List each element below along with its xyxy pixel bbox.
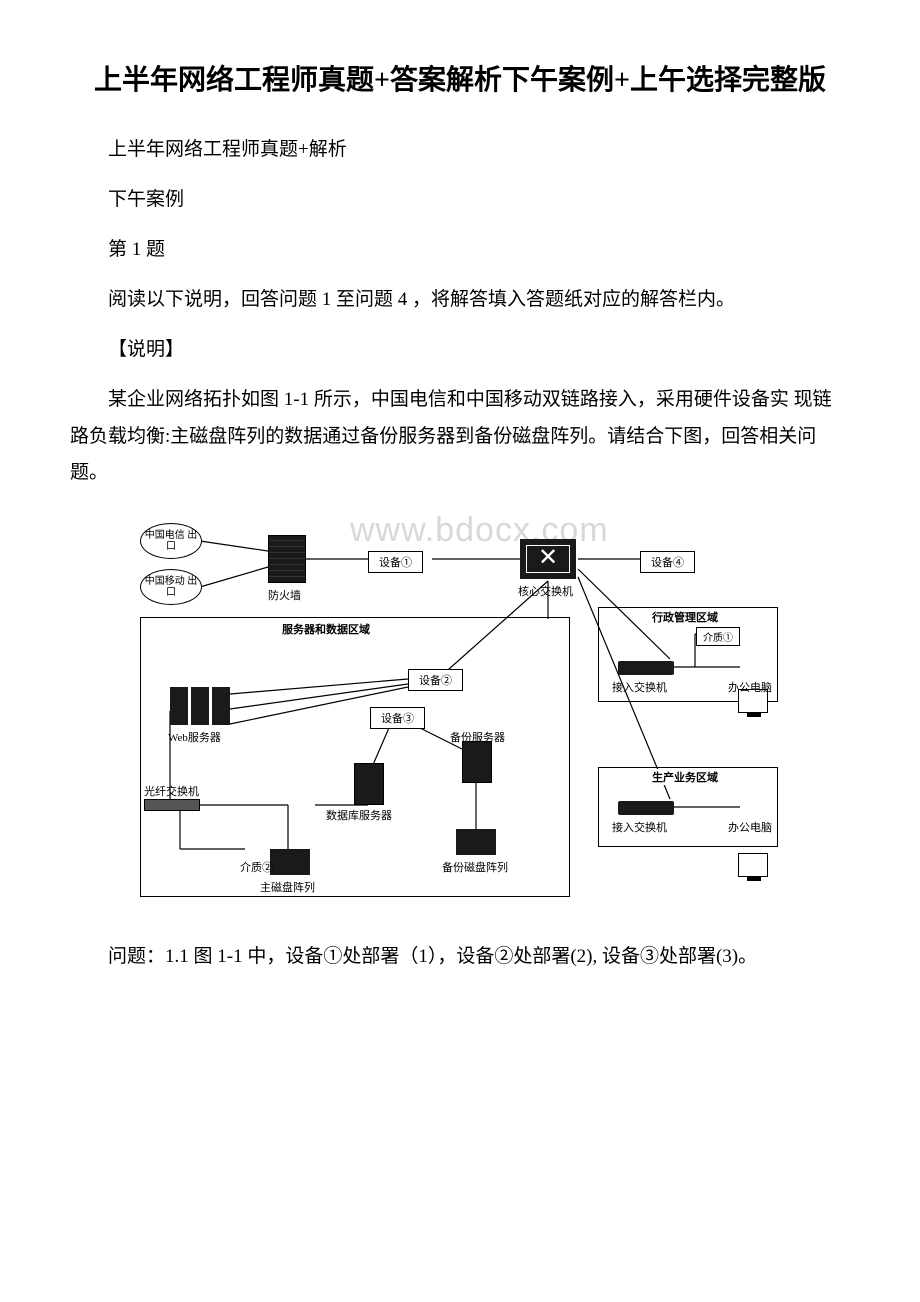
cloud-telecom: 中国电信 出口 (140, 523, 202, 559)
webserver-icon (170, 687, 230, 725)
dbserver-icon (354, 763, 384, 805)
media1-box: 介质① (696, 627, 740, 646)
backupserver-label: 备份服务器 (450, 729, 505, 745)
region-prod-label: 生产业务区域 (648, 769, 722, 785)
device1-box: 设备① (368, 551, 423, 573)
backuparray-icon (456, 829, 496, 855)
prod-switch-icon (618, 801, 674, 815)
prod-switch-label: 接入交换机 (612, 819, 667, 835)
firewall-label: 防火墙 (268, 587, 301, 603)
cloud-mobile-label: 中国移动 出口 (140, 569, 202, 605)
mainarray-label: 主磁盘阵列 (260, 879, 315, 895)
webserver-label: Web服务器 (168, 729, 221, 745)
admin-switch-label: 接入交换机 (612, 679, 667, 695)
coreswitch-icon (520, 539, 576, 579)
region-admin-label: 行政管理区域 (648, 609, 722, 625)
device2-box: 设备② (408, 669, 463, 691)
paragraph-explanation-body: 某企业网络拓扑如图 1-1 所示，中国电信和中国移动双链路接入，采用硬件设备实 … (70, 382, 850, 490)
dbserver-label: 数据库服务器 (326, 807, 392, 823)
paragraph-explanation-header: 【说明】 (70, 332, 850, 368)
paragraph-subtitle: 上半年网络工程师真题+解析 (70, 132, 850, 168)
media2-label: 介质② (240, 859, 273, 875)
fcswitch-label: 光纤交换机 (144, 783, 199, 799)
region-server-label: 服务器和数据区域 (278, 621, 374, 637)
paragraph-question: 问题：1.1 图 1-1 中，设备①处部署（1），设备②处部署(2), 设备③处… (70, 939, 850, 975)
fcswitch-icon (144, 799, 200, 811)
device3-box: 设备③ (370, 707, 425, 729)
prod-pc-icon (738, 853, 768, 877)
coreswitch-label: 核心交换机 (518, 583, 573, 599)
network-diagram: www.bdocx.com (140, 509, 780, 909)
paragraph-instruction: 阅读以下说明，回答问题 1 至问题 4 ，将解答填入答题纸对应的解答栏内。 (70, 282, 850, 318)
document-title: 上半年网络工程师真题+答案解析下午案例+上午选择完整版 (70, 60, 850, 102)
region-server (140, 617, 570, 897)
cloud-telecom-label: 中国电信 出口 (140, 523, 202, 559)
paragraph-question-num: 第 1 题 (70, 232, 850, 268)
firewall-icon (268, 535, 306, 583)
prod-pc-label: 办公电脑 (728, 819, 772, 835)
admin-switch-icon (618, 661, 674, 675)
device4-box: 设备④ (640, 551, 695, 573)
diagram-container: www.bdocx.com (70, 509, 850, 909)
mainarray-icon (270, 849, 310, 875)
backupserver-icon (462, 741, 492, 783)
admin-pc-label: 办公电脑 (728, 679, 772, 695)
backuparray-label: 备份磁盘阵列 (442, 859, 508, 875)
paragraph-section: 下午案例 (70, 182, 850, 218)
cloud-mobile: 中国移动 出口 (140, 569, 202, 605)
